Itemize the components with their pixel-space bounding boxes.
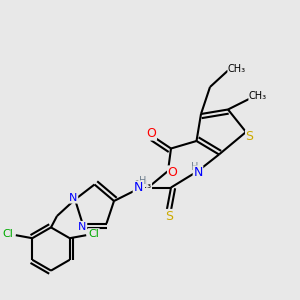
Text: O: O: [147, 127, 156, 140]
Text: H: H: [191, 161, 199, 172]
Text: CH₃: CH₃: [134, 179, 152, 190]
Text: Cl: Cl: [88, 229, 99, 239]
Text: S: S: [166, 209, 173, 223]
Text: N: N: [193, 166, 203, 179]
Text: Cl: Cl: [3, 229, 14, 239]
Text: S: S: [246, 130, 254, 143]
Text: CH₃: CH₃: [249, 91, 267, 101]
Text: CH₃: CH₃: [228, 64, 246, 74]
Text: N: N: [133, 181, 143, 194]
Text: O: O: [168, 166, 177, 179]
Text: H: H: [139, 176, 146, 187]
Text: N: N: [78, 221, 87, 232]
Text: N: N: [69, 193, 78, 203]
